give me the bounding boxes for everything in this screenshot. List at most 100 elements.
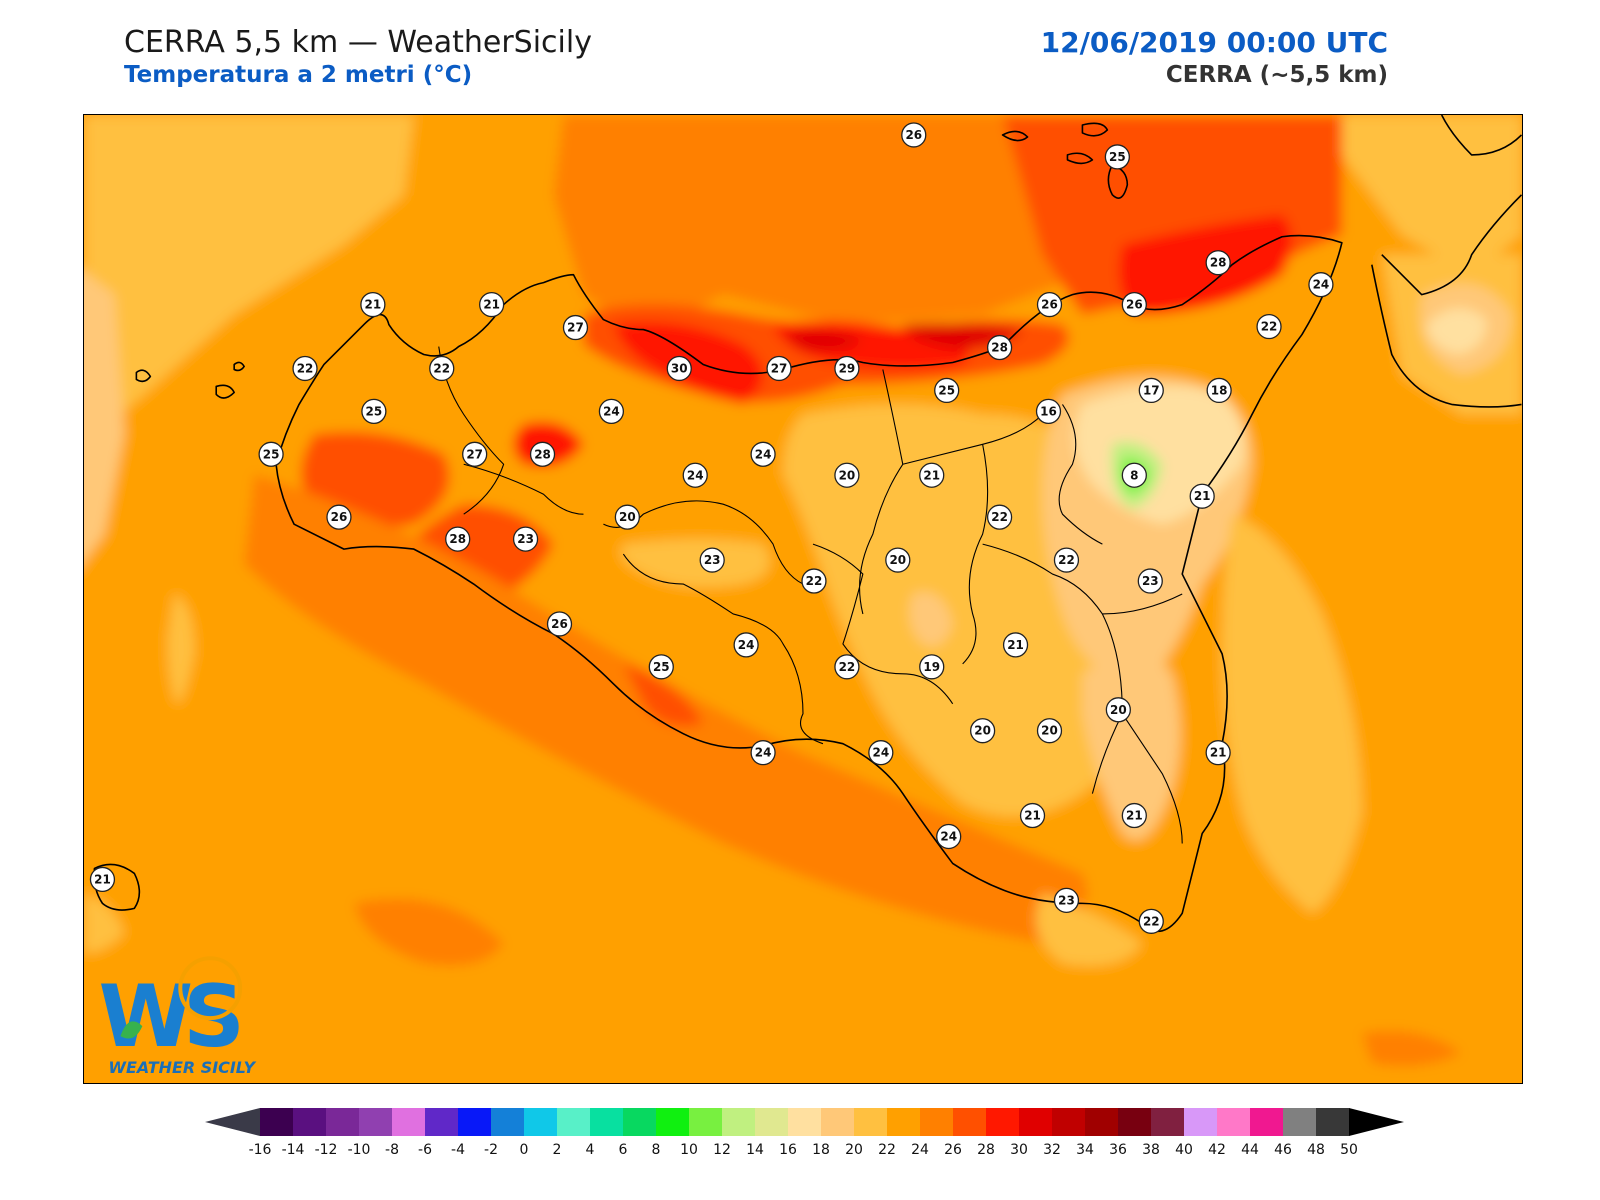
colorbar-segment — [1250, 1108, 1284, 1136]
station-marker[interactable]: 20 — [1105, 697, 1131, 723]
station-marker[interactable]: 24 — [936, 823, 962, 850]
station-marker[interactable]: 25 — [934, 377, 960, 404]
station-value: 21 — [483, 298, 500, 312]
station-marker[interactable]: 27 — [766, 355, 792, 382]
station-marker[interactable]: 24 — [750, 441, 776, 467]
station-marker[interactable]: 20 — [614, 504, 640, 530]
station-marker[interactable]: 25 — [258, 441, 284, 467]
station-circle — [1205, 740, 1231, 766]
station-marker[interactable]: 22 — [429, 355, 455, 382]
station-marker[interactable]: 21 — [479, 291, 505, 318]
colorbar-tick-label: 12 — [713, 1142, 731, 1158]
station-marker[interactable]: 24 — [1308, 272, 1334, 298]
colorbar-tick-label: 30 — [1010, 1142, 1028, 1158]
station-marker[interactable]: 21 — [1121, 802, 1147, 829]
station-marker[interactable]: 26 — [1121, 291, 1147, 318]
station-marker[interactable]: 21 — [360, 291, 386, 318]
station-value: 17 — [1143, 383, 1160, 397]
map-frame[interactable]: 26 25 21 21 27 22 22 30 27 29 28 26 26 28 24 22 25 24 25 17… — [83, 114, 1523, 1084]
station-marker[interactable]: 20 — [1036, 718, 1063, 744]
station-marker[interactable]: 22 — [801, 568, 827, 594]
station-marker[interactable]: 25 — [361, 398, 387, 425]
station-circle — [936, 823, 962, 850]
colorbar-segment — [293, 1108, 327, 1136]
station-marker[interactable]: 28 — [986, 334, 1013, 361]
station-marker[interactable]: 26 — [326, 504, 352, 530]
temperature-map[interactable]: 26 25 21 21 27 22 22 30 27 29 28 26 26 28 24 22 25 24 25 17… — [84, 115, 1522, 1083]
station-marker[interactable]: 23 — [1137, 568, 1163, 594]
station-marker[interactable]: 22 — [1256, 313, 1282, 340]
station-circle — [462, 441, 488, 467]
station-marker[interactable]: 19 — [919, 654, 945, 680]
station-circle — [1104, 144, 1130, 170]
station-value: 21 — [365, 298, 382, 312]
station-circle — [733, 632, 759, 658]
colorbar-segment — [590, 1108, 624, 1136]
station-marker[interactable]: 27 — [562, 314, 589, 341]
station-value: 25 — [653, 660, 670, 674]
station-marker[interactable]: 25 — [648, 654, 674, 680]
colorbar-segment — [425, 1108, 459, 1136]
station-marker[interactable]: 28 — [529, 441, 556, 467]
station-value: 28 — [1210, 256, 1227, 270]
station-marker[interactable]: 30 — [666, 355, 692, 382]
station-value: 18 — [1211, 383, 1228, 397]
station-value: 20 — [889, 553, 906, 567]
station-marker[interactable]: 23 — [699, 547, 725, 573]
sicily-coastline — [275, 234, 1343, 933]
station-marker[interactable]: 21 — [89, 866, 116, 893]
station-marker[interactable]: 20 — [834, 462, 860, 488]
station-marker[interactable]: 29 — [834, 355, 860, 382]
station-marker[interactable]: 23 — [512, 526, 539, 552]
station-circle — [1053, 547, 1080, 573]
station-marker[interactable]: 22 — [834, 654, 860, 680]
station-value: 24 — [738, 638, 755, 652]
station-marker[interactable]: 26 — [1036, 291, 1063, 318]
station-marker[interactable]: 24 — [868, 740, 894, 766]
station-marker[interactable]: 24 — [750, 740, 776, 766]
station-marker[interactable]: 25 — [1104, 144, 1130, 170]
station-marker[interactable]: 21 — [1205, 740, 1231, 766]
station-marker[interactable]: 23 — [1053, 887, 1080, 914]
station-marker[interactable]: 21 — [1189, 483, 1215, 509]
station-marker[interactable]: 22 — [1138, 908, 1164, 934]
station-marker[interactable]: 24 — [682, 462, 708, 488]
station-marker[interactable]: 24 — [733, 632, 759, 658]
station-circle — [766, 355, 792, 382]
station-value: 24 — [940, 830, 957, 844]
station-marker[interactable]: 26 — [901, 122, 927, 148]
station-value: 24 — [687, 468, 704, 482]
station-marker[interactable]: 16 — [1035, 398, 1062, 425]
station-marker[interactable]: 22 — [1053, 547, 1080, 573]
station-value: 23 — [1058, 893, 1075, 907]
colorbar-tick-label: 2 — [553, 1142, 562, 1158]
station-value: 29 — [839, 361, 856, 375]
station-value: 26 — [331, 510, 348, 524]
station-marker[interactable]: 21 — [919, 462, 945, 488]
station-marker[interactable]: 20 — [885, 547, 911, 573]
station-marker[interactable]: 28 — [445, 526, 471, 552]
calabria-coastline — [1371, 115, 1522, 408]
station-marker[interactable]: 20 — [970, 718, 996, 744]
station-value: 22 — [1058, 553, 1075, 567]
station-circle — [326, 504, 352, 530]
station-marker[interactable]: 22 — [292, 355, 318, 382]
colorbar-tick-label: 28 — [977, 1142, 995, 1158]
station-value: 26 — [551, 617, 568, 631]
station-marker[interactable]: 28 — [1205, 250, 1231, 276]
station-marker[interactable]: 22 — [986, 504, 1013, 530]
station-value: 24 — [755, 746, 772, 760]
station-marker[interactable]: 21 — [1019, 802, 1046, 829]
station-marker[interactable]: 26 — [546, 611, 573, 637]
station-circle — [1137, 568, 1163, 594]
station-marker[interactable]: 17 — [1138, 377, 1164, 404]
station-marker[interactable]: 21 — [1002, 632, 1029, 658]
station-marker[interactable]: 27 — [462, 441, 488, 467]
station-value: 27 — [771, 361, 788, 375]
station-marker[interactable]: 24 — [598, 398, 625, 425]
station-value: 25 — [263, 447, 280, 461]
station-circle — [666, 355, 692, 382]
station-marker[interactable]: 18 — [1206, 377, 1232, 404]
station-marker[interactable]: 8 — [1121, 462, 1147, 488]
station-circle — [834, 355, 860, 382]
